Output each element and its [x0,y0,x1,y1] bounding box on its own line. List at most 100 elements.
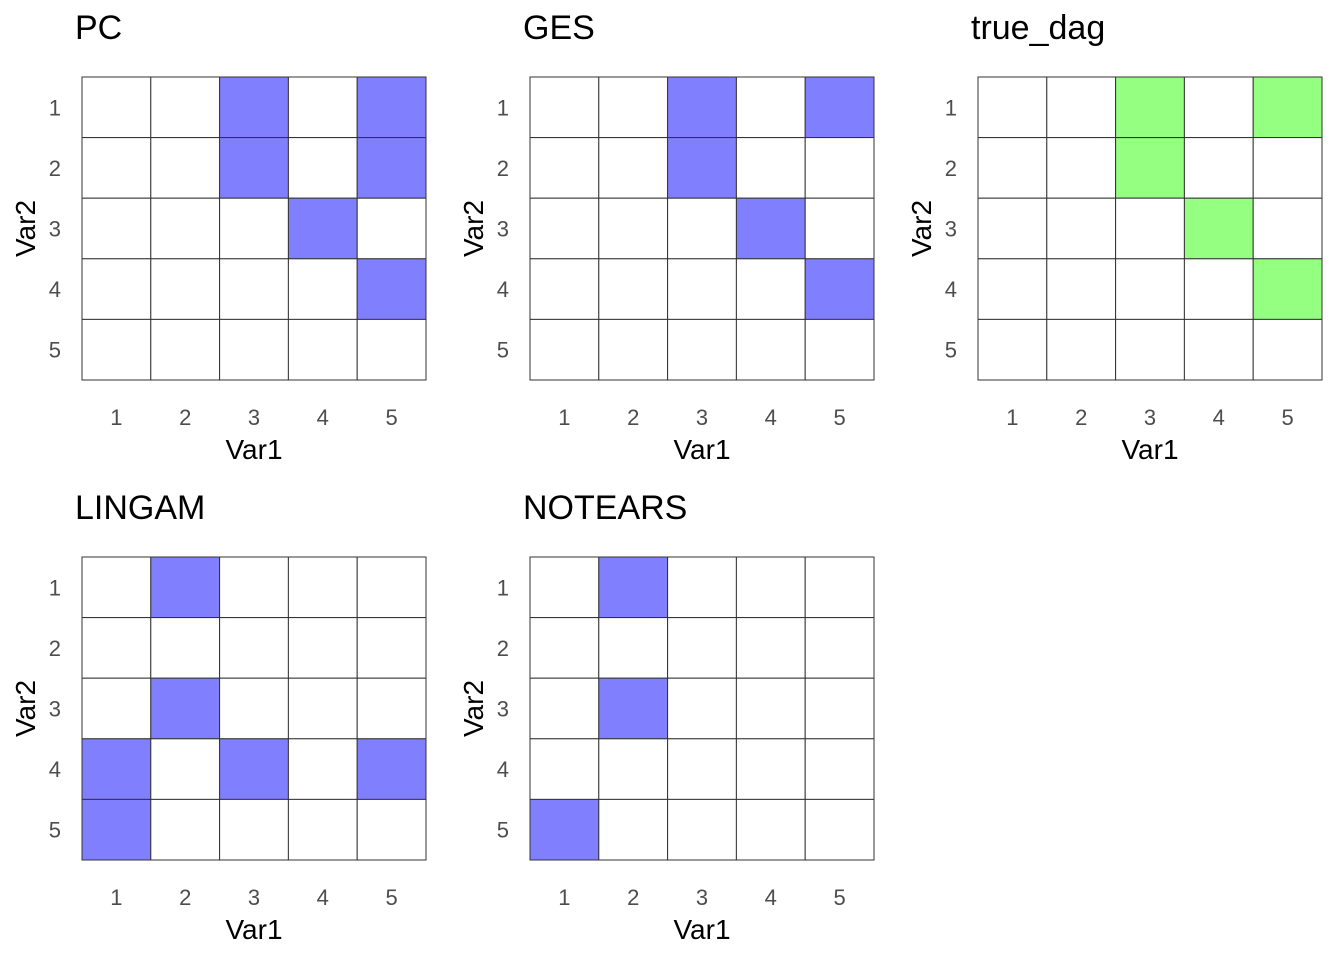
heatmap-cell [356,318,427,381]
heatmap-cell [735,318,806,381]
x-tick-label: 3 [696,885,708,910]
heatmap-cell [287,258,358,320]
x-tick-label: 2 [627,405,639,430]
y-axis-title: Var2 [458,200,489,257]
heatmap-cell [1046,76,1117,139]
heatmap-cell [219,556,289,619]
heatmap-cell [667,137,737,199]
heatmap-panel: GES 1 2 3 4 5 1 2 3 4 5 Var1 Var2 [458,9,875,465]
heatmap-cell [81,258,152,320]
y-tick-label: 4 [497,757,509,782]
y-tick-label: 3 [49,697,61,722]
y-axis-title: Var2 [458,680,489,737]
heatmap-cell [287,197,358,260]
heatmap-cell [1252,197,1323,260]
x-axis-title: Var1 [673,914,730,945]
heatmap-cell [598,318,669,381]
heatmap-cell [1183,258,1254,320]
heatmap-cell [1046,258,1117,320]
heatmap-cell [81,738,152,800]
y-tick-label: 5 [497,818,509,843]
heatmap-cell [219,738,289,800]
heatmap-cell [735,137,806,199]
heatmap-cell [977,197,1048,260]
heatmap-cell [356,738,427,800]
heatmap-cell [81,137,152,199]
heatmap-cell [1115,197,1185,260]
heatmap-cell [150,738,221,800]
heatmap-cell [735,76,806,139]
heatmap-cell [287,677,358,740]
heatmap-cell [804,137,875,199]
heatmap-cell [598,617,669,679]
x-tick-label: 2 [179,885,191,910]
heatmap-cell [804,556,875,619]
heatmap-cell [1252,318,1323,381]
heatmap-cell [529,556,600,619]
heatmap-cell [598,76,669,139]
y-tick-label: 2 [49,636,61,661]
y-tick-label: 1 [945,95,957,120]
heatmap-cell [977,76,1048,139]
x-tick-label: 5 [833,405,845,430]
heatmap-cell [977,258,1048,320]
heatmap-cell [81,677,152,740]
y-tick-label: 1 [49,95,61,120]
heatmap-cell [287,617,358,679]
heatmap-cell [356,197,427,260]
heatmap-cell [1183,76,1254,139]
heatmap-cell [667,617,737,679]
heatmap-cell [219,137,289,199]
y-tick-label: 5 [49,338,61,363]
heatmap-cell [81,556,152,619]
panel-title: NOTEARS [523,489,687,527]
heatmap-cell [804,76,875,139]
x-tick-label: 2 [627,885,639,910]
heatmap-cell [150,258,221,320]
heatmap-cell [1115,137,1185,199]
y-tick-label: 2 [497,636,509,661]
heatmap-cell [356,617,427,679]
y-tick-label: 5 [945,338,957,363]
heatmap-cell [735,617,806,679]
heatmap-cell [598,137,669,199]
y-tick-label: 4 [945,277,957,302]
heatmap-cell [598,258,669,320]
heatmap-cell [529,677,600,740]
y-tick-label: 1 [49,575,61,600]
x-tick-label: 5 [1281,405,1293,430]
x-tick-label: 1 [558,405,570,430]
x-axis-title: Var1 [1121,434,1178,465]
y-tick-label: 4 [497,277,509,302]
heatmap-cell [735,197,806,260]
heatmap-cell [667,556,737,619]
heatmap-cell [529,76,600,139]
x-tick-label: 3 [248,405,260,430]
heatmap-cell [735,738,806,800]
heatmap-cell [356,556,427,619]
heatmap-cell [598,738,669,800]
y-tick-label: 1 [497,575,509,600]
heatmap-cell [804,258,875,320]
heatmap-panel: NOTEARS 1 2 3 4 5 1 2 3 4 5 Var1 Var2 [458,489,875,945]
heatmap-cell [81,798,152,861]
heatmap-cell [150,677,221,740]
heatmap-cell [150,617,221,679]
heatmap-cell [529,798,600,861]
x-tick-label: 1 [110,405,122,430]
heatmap-cell [287,798,358,861]
heatmap-cell [804,318,875,381]
x-axis-title: Var1 [673,434,730,465]
x-tick-label: 5 [385,405,397,430]
heatmap-cell [81,76,152,139]
heatmap-cell [219,617,289,679]
heatmap-cell [667,677,737,740]
x-tick-label: 2 [1075,405,1087,430]
x-tick-label: 5 [385,885,397,910]
heatmap-cell [219,798,289,861]
heatmap-cell [287,76,358,139]
panel-title: GES [523,9,595,47]
heatmap-cell [150,76,221,139]
x-tick-label: 3 [1144,405,1156,430]
